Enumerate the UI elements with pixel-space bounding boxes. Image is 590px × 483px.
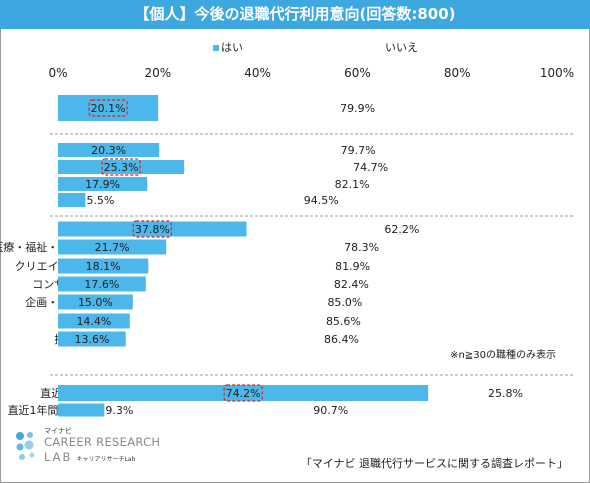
bar-yes (58, 95, 159, 121)
bar-no (104, 403, 558, 417)
data-label-no: 79.9% (340, 102, 375, 115)
x-tick-label: 0% (48, 66, 67, 80)
bar-yes (58, 331, 126, 347)
x-tick-label: 60% (344, 66, 371, 80)
data-label-no: 90.7% (313, 404, 348, 417)
bar-no (428, 385, 557, 401)
data-label-no: 86.4% (324, 333, 359, 346)
data-label-no: 85.0% (327, 296, 362, 309)
bar-yes (58, 294, 133, 310)
logo: マイナビ CAREER RESEARCH LAB キャリアリサーチLab (14, 426, 160, 470)
data-label-no: 94.5% (304, 194, 339, 207)
bar-yes (58, 403, 105, 417)
bar-no (129, 313, 557, 329)
bar-yes (58, 258, 149, 274)
data-label-yes: 18.1% (86, 260, 121, 273)
sample-size-note: ※n≧30の職種のみ表示 (450, 348, 556, 361)
data-label-no: 78.3% (344, 241, 379, 254)
bar-no (145, 276, 557, 292)
data-label-no: 62.2% (384, 223, 419, 236)
data-label-no: 82.4% (334, 278, 369, 291)
data-label-yes: 37.8% (135, 223, 170, 236)
highlight-box (88, 99, 128, 117)
data-label-yes: 17.9% (85, 178, 120, 191)
logo-line2: LAB キャリアリサーチLab (44, 450, 135, 464)
logo-brand: マイナビ (44, 427, 72, 435)
legend-swatch-yes (213, 45, 219, 51)
bar-no (158, 95, 557, 121)
career-research-lab-logo-icon (16, 432, 35, 460)
bar-yes (58, 177, 148, 191)
bar-no (148, 258, 557, 274)
bar-yes (58, 385, 429, 401)
bar-no (159, 143, 557, 157)
logo-line1: CAREER RESEARCH (44, 435, 161, 449)
data-label-yes: 15.0% (78, 296, 113, 309)
x-tick-label: 100% (540, 66, 574, 80)
data-label-yes: 14.4% (76, 315, 111, 328)
bar-no (184, 160, 557, 174)
data-label-yes: 25.3% (104, 161, 139, 174)
data-label-yes: 13.6% (74, 333, 109, 346)
x-tick-label: 80% (444, 66, 471, 80)
data-label-no: 79.7% (341, 144, 376, 157)
logo-sub: キャリアリサーチLab (76, 456, 136, 463)
bar-no (125, 331, 557, 347)
data-label-yes: 74.2% (226, 387, 261, 400)
data-label-yes: 20.1% (91, 102, 126, 115)
data-label-no: 82.1% (335, 178, 370, 191)
legend-label-no: いいえ (385, 41, 418, 54)
data-label-no: 74.7% (353, 161, 388, 174)
bar-yes (58, 193, 86, 207)
data-label-yes: 20.3% (91, 144, 126, 157)
data-label-yes: 9.3% (105, 404, 133, 417)
bar-no (85, 193, 557, 207)
x-tick-label: 40% (244, 66, 271, 80)
data-label-yes: 21.7% (95, 241, 130, 254)
data-label-no: 25.8% (488, 387, 523, 400)
data-label-no: 81.9% (335, 260, 370, 273)
x-tick-label: 20% (144, 66, 171, 80)
chart-title: 【個人】今後の退職代行利用意向(回答数:800) (0, 0, 590, 29)
bar-yes (58, 143, 160, 157)
bar-yes (58, 160, 185, 174)
bar-no (147, 177, 558, 191)
data-label-yes: 5.5% (86, 194, 114, 207)
bar-yes (58, 313, 130, 329)
highlight-box (223, 384, 263, 402)
bar-yes (58, 221, 247, 237)
data-label-yes: 17.6% (84, 278, 119, 291)
logo-lab: LAB (44, 450, 73, 464)
data-label-no: 85.6% (326, 315, 361, 328)
bar-yes (58, 276, 146, 292)
legend-label-yes: はい (221, 41, 243, 54)
bar-no (246, 221, 557, 237)
highlight-box (101, 158, 141, 176)
bar-yes (58, 239, 167, 255)
bar-no (132, 294, 557, 310)
highlight-box (132, 220, 172, 238)
bar-no (166, 239, 557, 255)
source-note: 「マイナビ 退職代行サービスに関する調査レポート」 (300, 457, 568, 470)
